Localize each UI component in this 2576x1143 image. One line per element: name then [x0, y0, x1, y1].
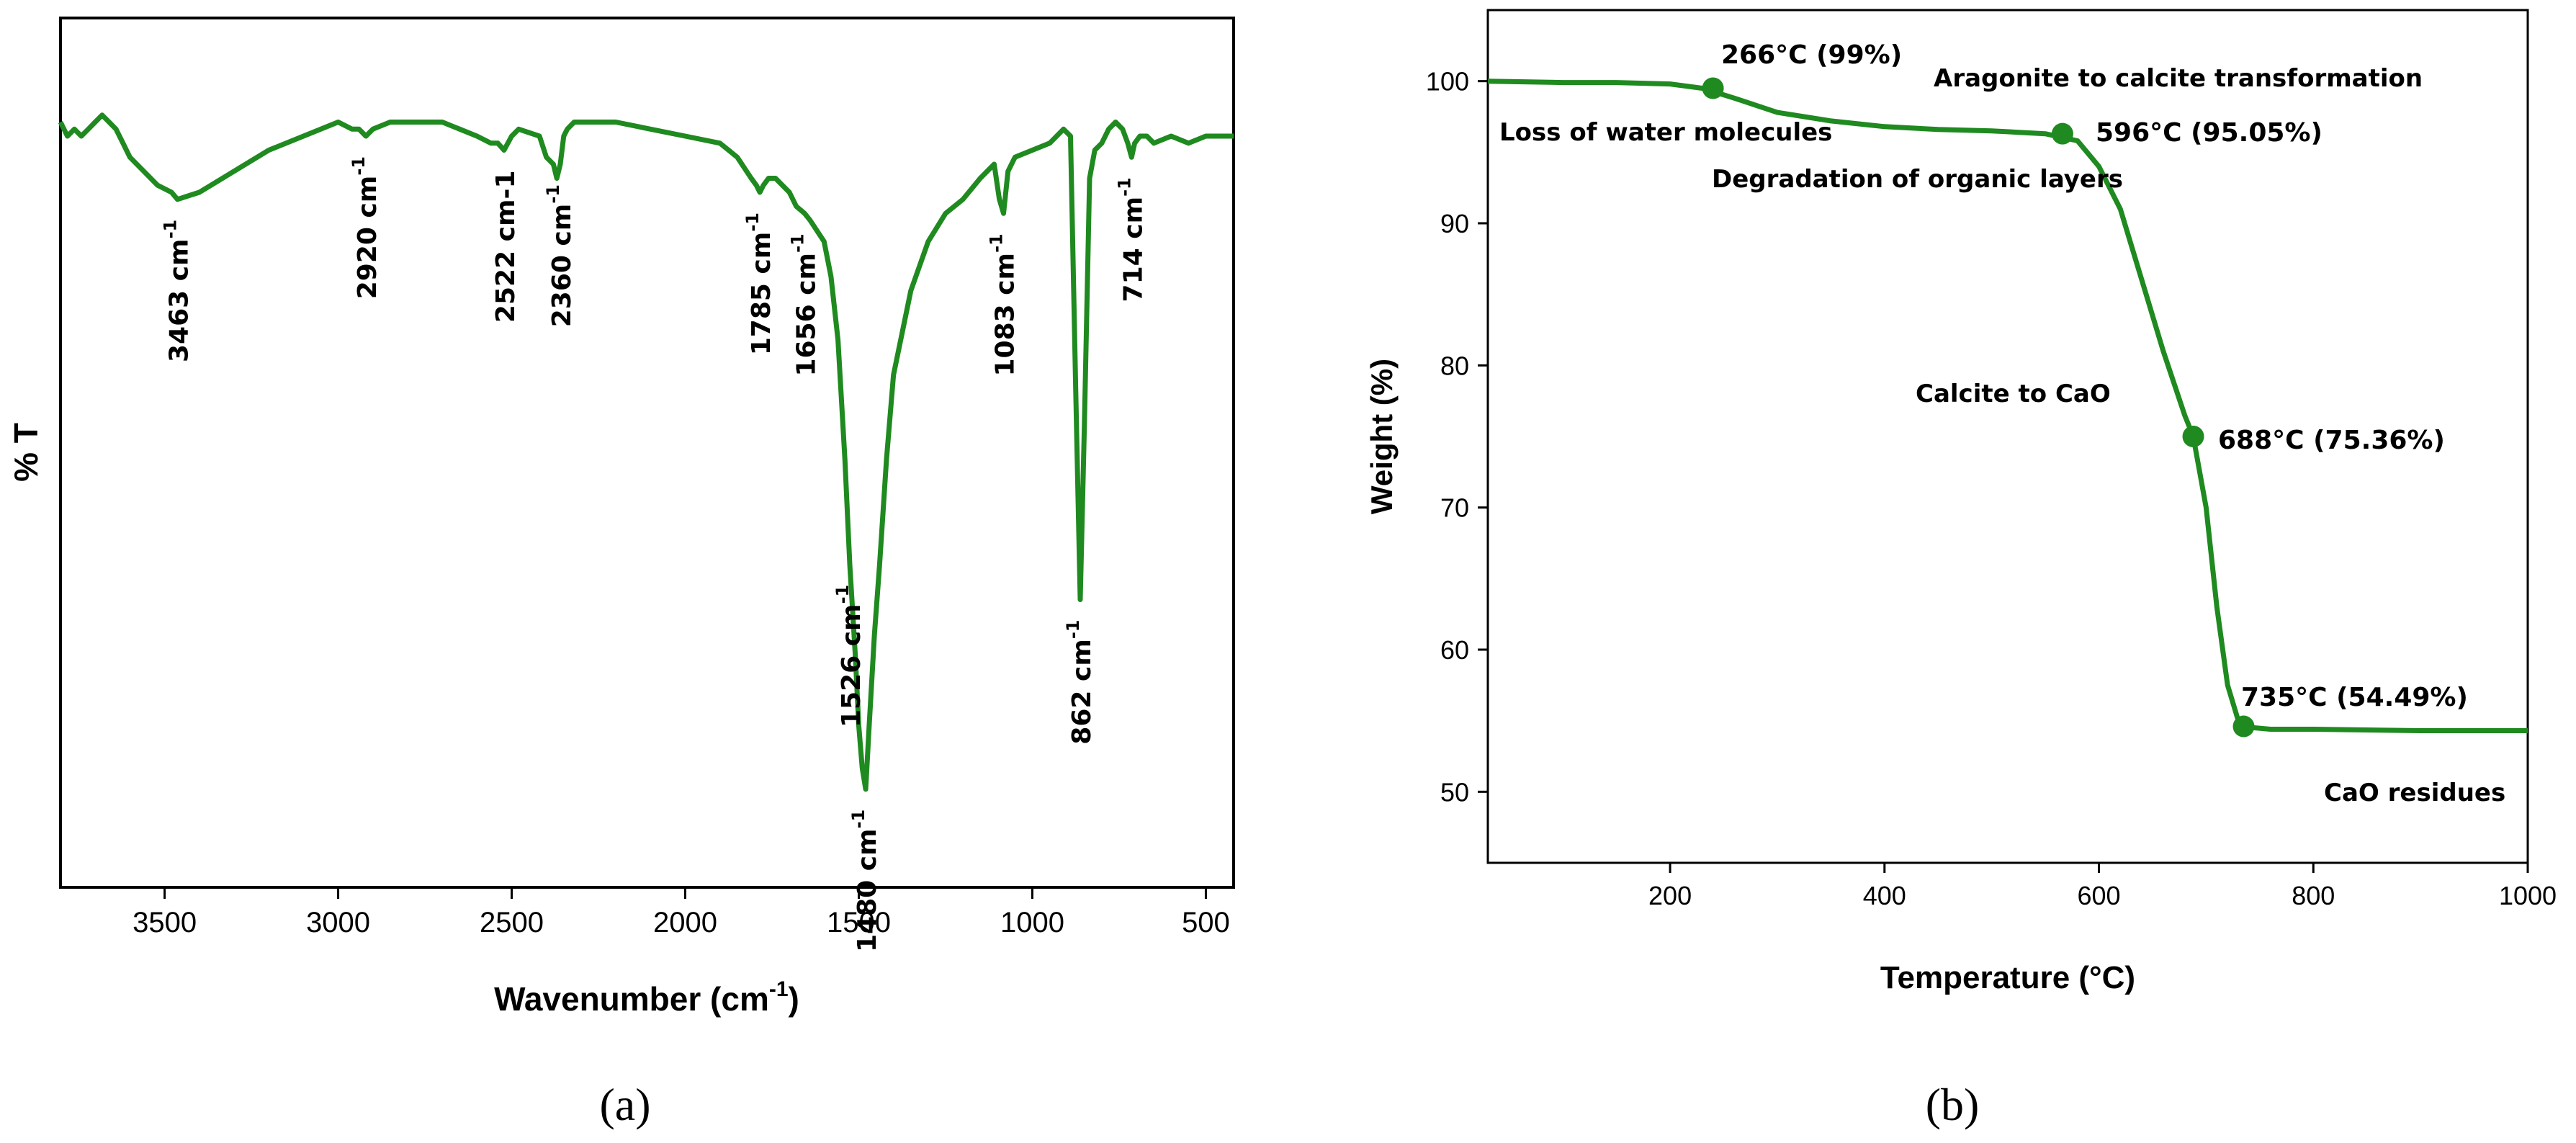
annotation-calcite-to-cao: Calcite to CaO — [1916, 380, 2111, 408]
panel-a-label: (a) — [599, 1079, 650, 1130]
ftir-x-tick-label: 500 — [1182, 907, 1230, 938]
annotation-degradation-organic: Degradation of organic layers — [1712, 165, 2123, 194]
svg-text:2360 cm-1: 2360 cm-1 — [543, 184, 577, 327]
tga-x-axis-title: Temperature (°C) — [1880, 960, 2135, 995]
svg-text:1480 cm-1: 1480 cm-1 — [848, 810, 882, 952]
ftir-peak-label: 1785 cm-1 — [742, 212, 776, 355]
ftir-x-tick-label: 1000 — [1000, 907, 1064, 938]
ftir-chart: 3500 3000 2500 2000 1500 1000 500 3463 cm-1 292… — [7, 17, 1235, 1130]
ftir-plot-frame — [59, 17, 1235, 889]
ftir-peak-label: 1526 cm-1 — [833, 585, 866, 727]
ftir-peak-label: 1656 cm-1 — [787, 233, 821, 376]
ftir-peak-label: 2920 cm-1 — [349, 156, 382, 299]
tga-y-ticks: 50 60 70 80 90 100 — [1426, 67, 1488, 807]
ftir-peak-label: 2522 cm-1 — [491, 171, 521, 323]
tga-x-tick-label: 200 — [1648, 881, 1692, 910]
ftir-peak-label: 1083 cm-1 — [986, 233, 1020, 376]
ftir-peak-label: 862 cm-1 — [1063, 620, 1097, 745]
tga-x-tick-label: 600 — [2077, 881, 2120, 910]
tga-plot-frame — [1486, 9, 2529, 864]
ftir-peak-label: 1480 cm-1 — [848, 810, 882, 952]
ftir-x-tick-label: 3000 — [306, 907, 370, 938]
tga-marker-point — [2051, 122, 2073, 145]
tga-y-axis-title: Weight (%) — [1365, 359, 1399, 514]
svg-text:1656 cm-1: 1656 cm-1 — [787, 233, 821, 376]
svg-text:862 cm-1: 862 cm-1 — [1063, 620, 1097, 745]
ftir-y-axis-title: % T — [7, 423, 45, 482]
svg-text:3463 cm-1: 3463 cm-1 — [160, 220, 194, 362]
tga-y-tick-label: 60 — [1440, 635, 1469, 665]
tga-marker-point — [1702, 77, 1724, 99]
annotation-cao-residues: CaO residues — [2324, 779, 2505, 807]
ftir-peak-label: 3463 cm-1 — [160, 220, 194, 362]
annotation-loss-of-water: Loss of water molecules — [1499, 118, 1832, 147]
marker-label-596: 596°C (95.05%) — [2096, 118, 2323, 148]
tga-x-tick-label: 800 — [2292, 881, 2335, 910]
tga-x-tick-label: 400 — [1863, 881, 1906, 910]
marker-label-735: 735°C (54.49%) — [2241, 683, 2468, 712]
ftir-peak-label: 714 cm-1 — [1114, 177, 1148, 302]
tga-marker-point — [2232, 715, 2255, 738]
marker-label-688: 688°C (75.36%) — [2218, 426, 2445, 455]
tga-x-ticks: 200 400 600 800 1000 — [1648, 863, 2557, 910]
tga-y-tick-label: 50 — [1440, 777, 1469, 807]
tga-x-tick-label: 1000 — [2499, 881, 2557, 910]
tga-point-markers — [1702, 77, 2255, 738]
ftir-peak-label: 2360 cm-1 — [543, 184, 577, 327]
tga-y-tick-label: 100 — [1426, 67, 1469, 97]
svg-text:1526 cm-1: 1526 cm-1 — [833, 585, 866, 727]
ftir-x-ticks: 3500 3000 2500 2000 1500 1000 500 — [133, 887, 1230, 938]
panel-b-label: (b) — [1926, 1079, 1980, 1130]
svg-text:1083 cm-1: 1083 cm-1 — [986, 233, 1020, 376]
ftir-x-tick-label: 2000 — [653, 907, 717, 938]
ftir-x-tick-label: 1500 — [827, 907, 891, 938]
tga-chart: 200 400 600 800 1000 50 60 70 80 90 100 Loss of w… — [1365, 9, 2557, 1130]
ftir-spectrum-line — [58, 112, 1234, 792]
ftir-x-axis-title: Wavenumber (cm-1) — [494, 977, 799, 1018]
ftir-peak-labels: 3463 cm-1 2920 cm-1 2522 cm-1 2360 cm-1 1785… — [160, 156, 1148, 952]
svg-text:1785 cm-1: 1785 cm-1 — [742, 212, 776, 355]
svg-text:2522 cm-1: 2522 cm-1 — [491, 171, 521, 323]
ftir-x-tick-label: 2500 — [480, 907, 544, 938]
marker-label-266: 266°C (99%) — [1721, 40, 1902, 70]
ftir-x-tick-label: 3500 — [133, 907, 197, 938]
svg-text:2920 cm-1: 2920 cm-1 — [349, 156, 382, 299]
tga-y-tick-label: 80 — [1440, 351, 1469, 380]
svg-text:714 cm-1: 714 cm-1 — [1114, 177, 1148, 302]
tga-y-tick-label: 70 — [1440, 493, 1469, 523]
tga-marker-point — [2182, 426, 2204, 447]
tga-y-tick-label: 90 — [1440, 209, 1469, 238]
annotation-aragonite-to-calcite: Aragonite to calcite transformation — [1934, 64, 2423, 93]
